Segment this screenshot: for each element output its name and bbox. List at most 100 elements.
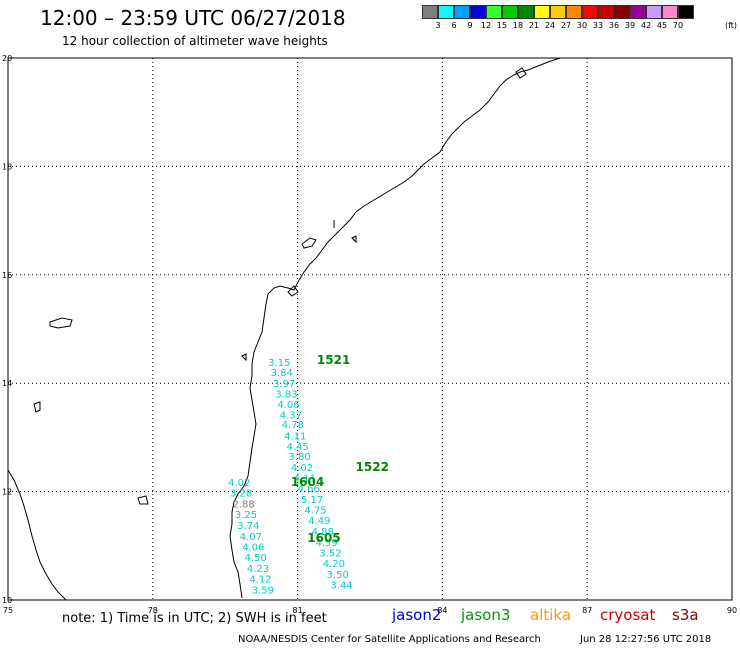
page-title: 12:00 – 23:59 UTC 06/27/2018	[40, 6, 346, 30]
wave-height-label: 3.44	[330, 581, 352, 592]
legend-tick-label: 24	[544, 21, 556, 30]
coastline-island-1	[301, 237, 317, 249]
lon-tick-label: 87	[582, 606, 592, 615]
wave-height-label: 3.50	[327, 570, 349, 581]
map-grid: 75 78 81 84 87 90 10 12 14 16 18 20	[2, 54, 737, 615]
track-time-label: 1605	[307, 531, 340, 545]
legend-tick-label: 9	[467, 21, 473, 30]
wave-height-label: 3.28	[230, 488, 252, 499]
wave-height-label: 4.23	[247, 564, 269, 575]
wave-height-label: 4.11	[284, 432, 306, 443]
wave-height-label: 4.37	[280, 410, 302, 421]
wave-height-label: 4.88	[312, 527, 334, 538]
coastline-island-3	[351, 235, 357, 244]
wave-height-label: 4.06	[242, 543, 264, 554]
wave-height-label: 3.83	[275, 389, 297, 400]
coastline-island-west-2	[33, 401, 41, 413]
footer-credit: NOAA/NESDIS Center for Satellite Applica…	[238, 634, 541, 645]
lat-tick-label: 18	[2, 162, 12, 171]
lon-tick-label: 75	[3, 606, 13, 615]
legend-tick-label: 42	[640, 21, 652, 30]
lat-tick-label: 14	[2, 379, 12, 388]
legend-swatch	[438, 5, 454, 19]
wave-height-label: 5.17	[301, 495, 323, 506]
legend-tick-label: 70	[672, 21, 684, 30]
satellite-cryosat: cryosat	[600, 606, 656, 624]
legend-swatch	[646, 5, 662, 19]
coastline-west	[7, 469, 67, 601]
wave-height-label: 4.06	[277, 400, 299, 411]
coastline-island-west-3	[137, 495, 149, 505]
wave-height-label: 4.20	[323, 559, 345, 570]
legend-swatch	[662, 5, 678, 19]
coastline-island-4	[287, 285, 299, 297]
coastline-island-6	[515, 67, 527, 79]
page-subtitle: 12 hour collection of altimeter wave hei…	[62, 34, 328, 48]
wave-height-label: 3.74	[237, 521, 259, 532]
legend-swatch	[502, 5, 518, 19]
wave-height-label: 4.66	[298, 484, 320, 495]
map-frame	[7, 57, 733, 601]
legend-tick-label: 12	[480, 21, 492, 30]
legend-tick-label: 36	[608, 21, 620, 30]
legend-swatch	[582, 5, 598, 19]
wave-height-label: 3.97	[273, 379, 295, 390]
track-time-label: 1604	[291, 475, 324, 489]
wave-height-label: 3.80	[288, 452, 310, 463]
wave-height-label: 4.02	[228, 478, 250, 489]
wave-height-label: 4.78	[282, 420, 304, 431]
wave-height-label: 2.88	[232, 499, 254, 510]
legend-tick-label: 18	[512, 21, 524, 30]
color-legend: (ft) 3 6 9 12 15 18 21 24 27 30 33 36 39 42 45 70	[422, 5, 737, 31]
coastline-island-5	[241, 353, 247, 362]
legend-swatch	[566, 5, 582, 19]
legend-swatches	[422, 5, 694, 19]
legend-tick-label: 33	[592, 21, 604, 30]
legend-tick-label: 45	[656, 21, 668, 30]
legend-tick-label: 39	[624, 21, 636, 30]
legend-tick-label: 6	[451, 21, 457, 30]
coastline-india-east	[229, 57, 561, 599]
wave-height-label: 4.02	[291, 463, 313, 474]
footnote: note: 1) Time is in UTC; 2) SWH is in fe…	[62, 611, 327, 626]
legend-tick-label: 21	[528, 21, 540, 30]
track-time-label: 1521	[317, 353, 350, 367]
wave-height-labels: 3.153.843.973.834.064.374.784.114.453.80…	[228, 358, 353, 597]
wave-height-label: 3.25	[235, 510, 257, 521]
satellite-jason2: jason2	[392, 606, 442, 624]
wave-height-label: 4.59	[315, 538, 337, 549]
track-time-label: 1522	[356, 460, 389, 474]
wave-height-label: 4.75	[304, 505, 326, 516]
wave-height-label: 4.45	[286, 442, 308, 453]
legend-swatch	[486, 5, 502, 19]
track-time-labels: 1521 1522 1604 1605	[291, 353, 389, 545]
legend-tick-label: 15	[496, 21, 508, 30]
legend-tick-label: 3	[435, 21, 441, 30]
satellite-altika: altika	[530, 606, 572, 624]
legend-swatch	[598, 5, 614, 19]
legend-tick-label: 30	[576, 21, 588, 30]
legend-swatch	[614, 5, 630, 19]
legend-ticks: (ft) 3 6 9 12 15 18 21 24 27 30 33 36 39 42 45 70	[422, 19, 737, 31]
legend-swatch	[518, 5, 534, 19]
lon-tick-label: 81	[293, 606, 303, 615]
lon-tick-label: 78	[148, 606, 158, 615]
wave-height-label: 3.52	[319, 549, 341, 560]
wave-height-label: 3.59	[252, 585, 274, 596]
wave-height-label: 4.11	[294, 473, 316, 484]
wave-height-label: 4.07	[240, 532, 262, 543]
wave-height-label: 4.50	[245, 553, 267, 564]
legend-tick-label: 27	[560, 21, 572, 30]
lat-tick-label: 10	[2, 596, 12, 605]
coastline-island-west-1	[49, 317, 73, 329]
legend-swatch	[630, 5, 646, 19]
legend-swatch	[470, 5, 486, 19]
lon-tick-label: 84	[437, 606, 447, 615]
lon-tick-label: 90	[727, 606, 737, 615]
legend-swatch	[534, 5, 550, 19]
legend-swatch	[550, 5, 566, 19]
lat-tick-label: 12	[2, 488, 12, 497]
lat-tick-label: 16	[2, 271, 12, 280]
